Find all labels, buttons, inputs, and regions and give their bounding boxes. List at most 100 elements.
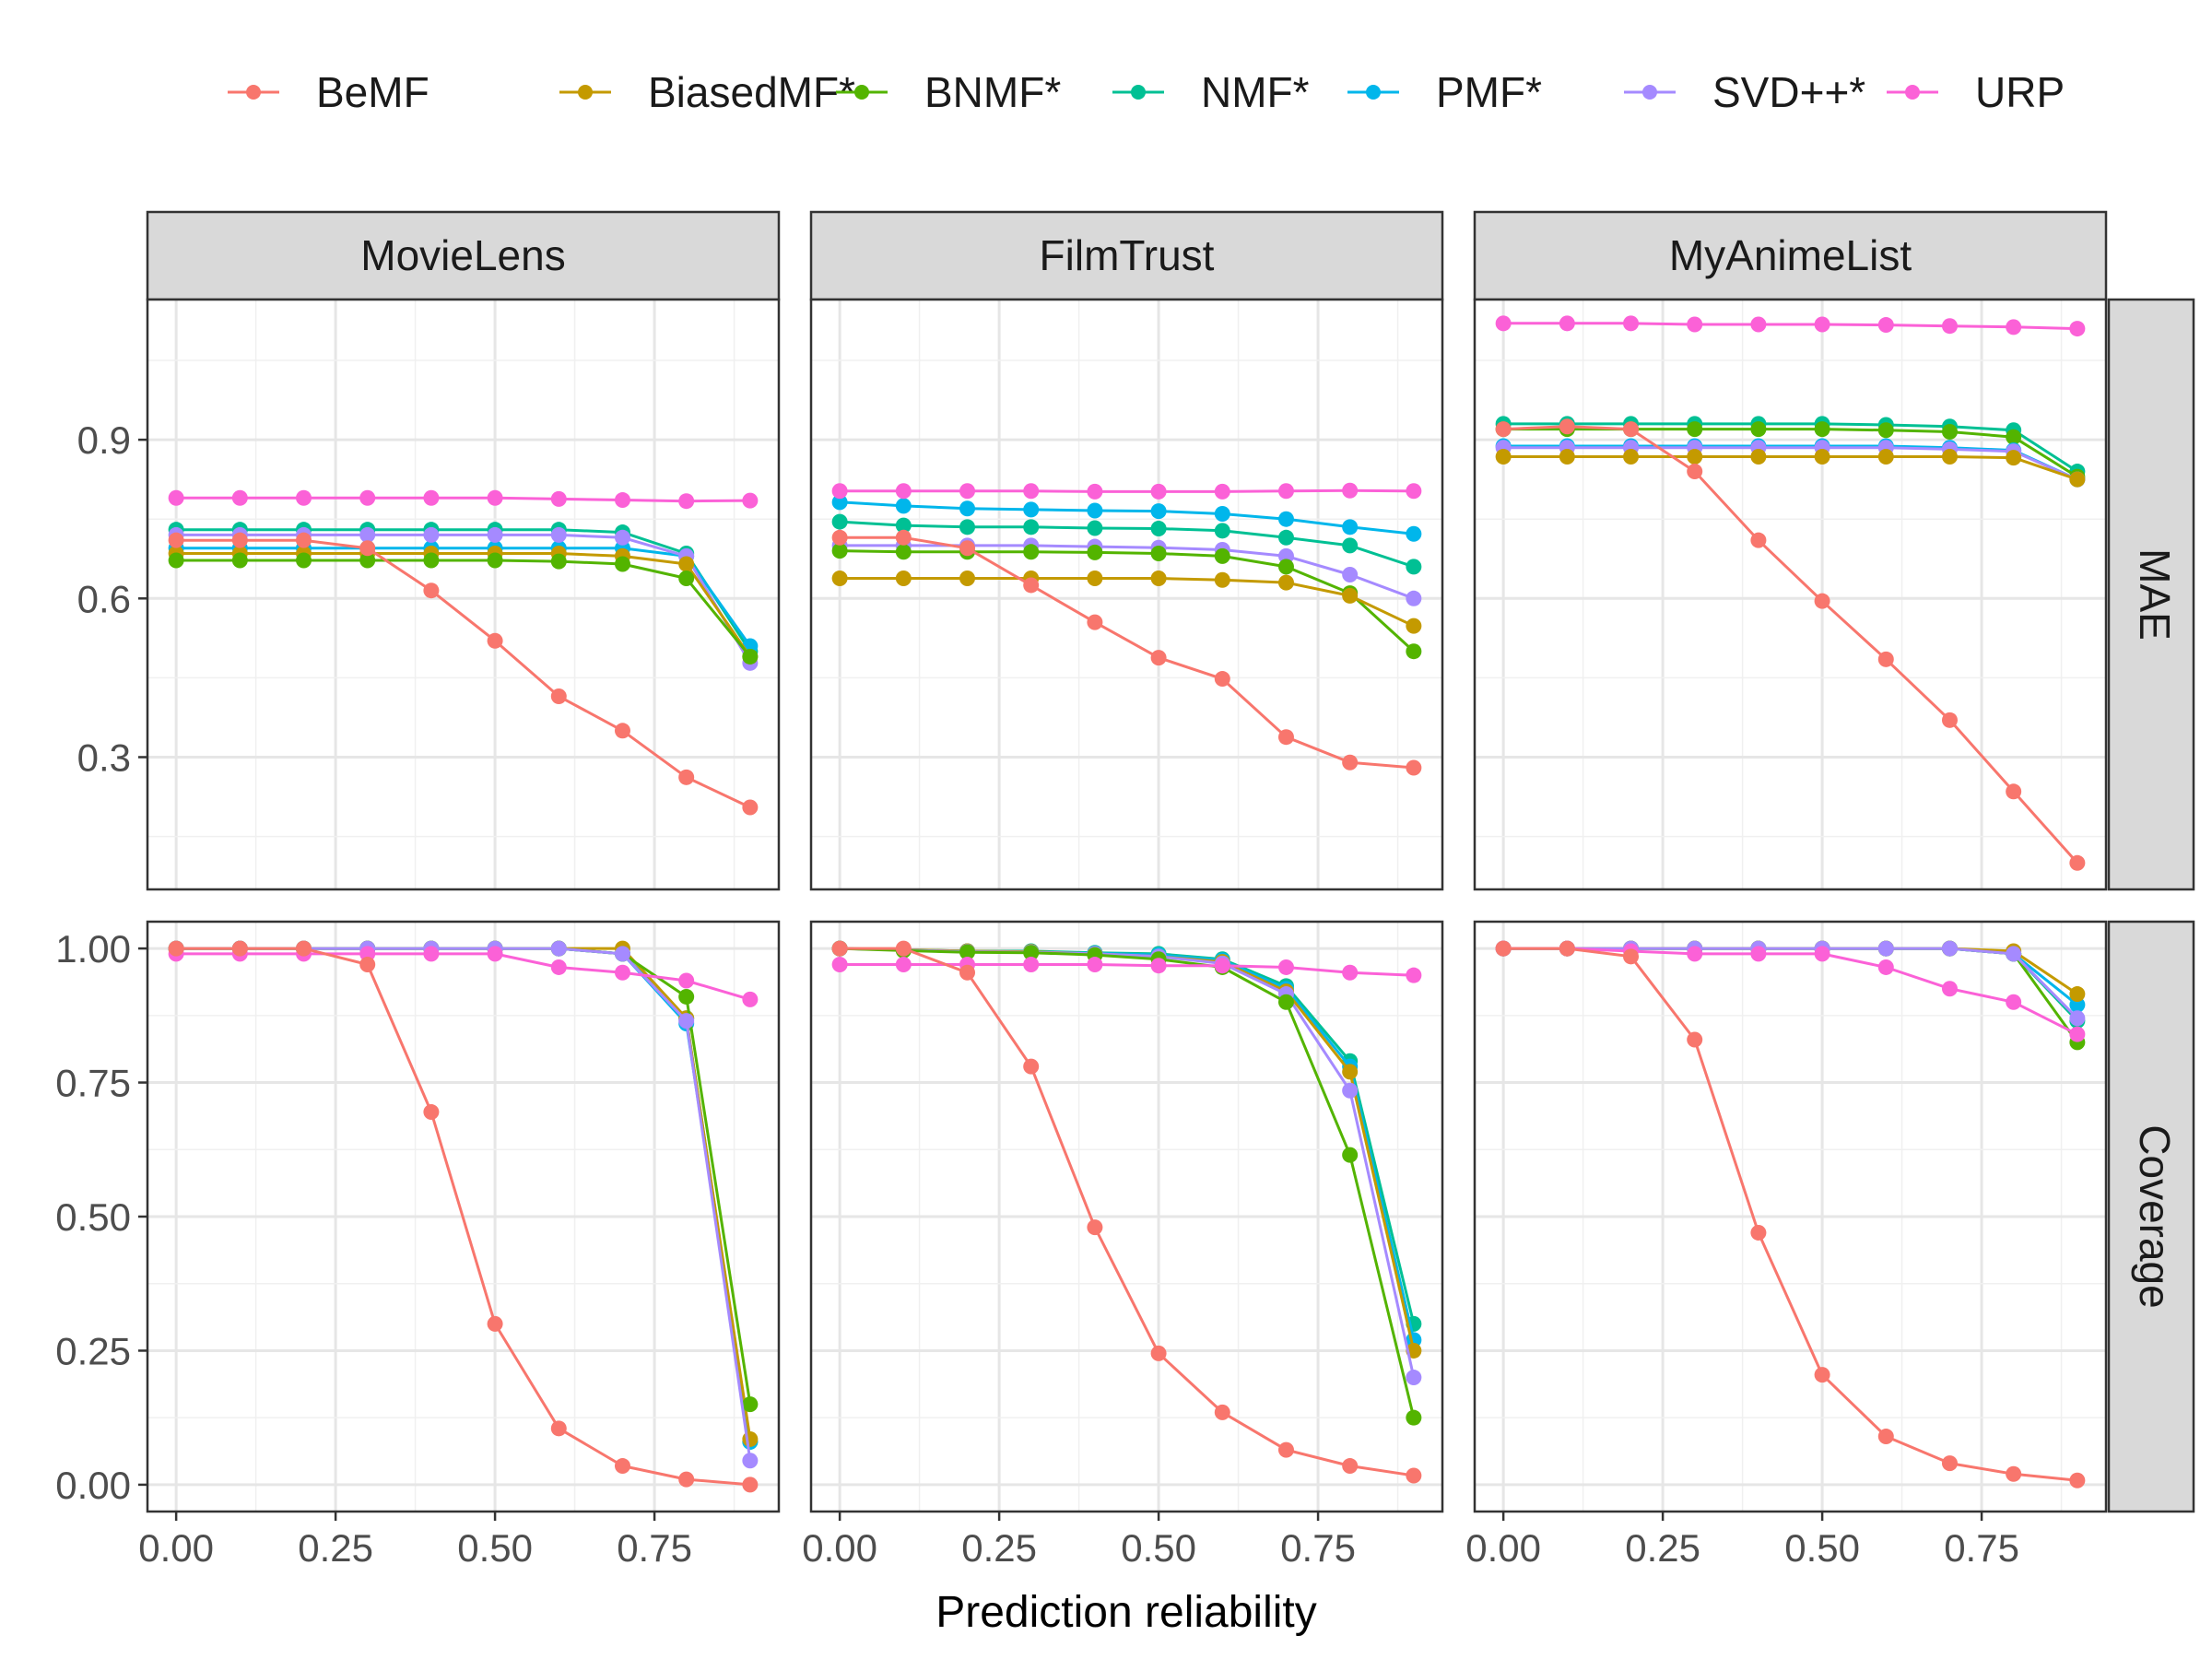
y-tick-label: 1.00 — [55, 927, 131, 971]
y-axis-mae: 0.3 0.6 0.9 — [77, 418, 147, 780]
series-line — [1503, 422, 2078, 473]
legend-label: URP — [1975, 68, 2065, 116]
panel-border — [146, 298, 781, 891]
series-pmf — [831, 494, 1422, 542]
data-point — [678, 1013, 695, 1030]
data-point — [1214, 1404, 1230, 1420]
data-point — [895, 544, 912, 560]
data-point — [1750, 532, 1767, 548]
legend-item-pmf: PMF* — [1347, 68, 1542, 116]
data-point — [1877, 422, 1894, 439]
data-point — [1877, 448, 1894, 465]
data-point — [2069, 1010, 2086, 1027]
data-point — [550, 940, 567, 957]
data-point — [1277, 574, 1294, 591]
strip-label: MAE — [2131, 548, 2179, 641]
data-point — [1023, 1058, 1040, 1075]
data-point — [614, 723, 630, 739]
panel-background — [1475, 300, 2106, 889]
data-point — [2069, 986, 2086, 1003]
legend-label: BiasedMF* — [648, 68, 855, 116]
series-line — [176, 533, 752, 665]
data-point — [1214, 671, 1230, 688]
y-axis-coverage: 0.00 0.25 0.50 0.75 1.00 — [55, 927, 147, 1507]
data-point — [1406, 618, 1422, 634]
data-point — [959, 483, 976, 500]
data-point — [1023, 483, 1040, 500]
data-point — [1150, 483, 1167, 500]
data-point — [831, 529, 848, 546]
series-line — [840, 963, 1414, 977]
data-point — [1941, 423, 1958, 440]
data-point — [1750, 448, 1767, 465]
series-line — [1503, 322, 2077, 331]
data-point — [1495, 421, 1512, 438]
data-point — [1687, 1031, 1703, 1048]
data-point — [1495, 315, 1512, 332]
data-point — [231, 532, 248, 548]
series-line — [840, 947, 1415, 1477]
panel-border — [1473, 298, 2108, 891]
data-point — [1406, 1409, 1422, 1426]
strip-mae: MAE — [2107, 298, 2195, 891]
data-point — [2006, 319, 2022, 335]
data-point — [423, 489, 440, 506]
panel-myanimelist-mae — [1473, 298, 2108, 891]
data-point — [423, 582, 440, 599]
data-point — [1687, 946, 1703, 962]
data-point — [1087, 483, 1103, 500]
data-point — [831, 543, 848, 559]
data-point — [895, 498, 912, 514]
data-point — [550, 553, 567, 570]
legend-key-point — [578, 85, 593, 100]
data-point — [895, 517, 912, 534]
data-point — [1277, 559, 1294, 575]
data-point — [359, 946, 376, 962]
strip-label: FilmTrust — [1040, 231, 1215, 279]
data-point — [959, 540, 976, 557]
series-bemf — [1495, 418, 2086, 871]
data-point — [550, 688, 567, 704]
series-biasedmf — [1495, 448, 2086, 488]
data-point — [678, 570, 695, 586]
data-point — [2069, 471, 2086, 488]
data-point — [895, 483, 912, 500]
data-point — [1623, 948, 1640, 965]
data-point — [1406, 483, 1422, 500]
legend-key-point — [246, 85, 261, 100]
series-bemf — [168, 532, 759, 816]
data-point — [1941, 318, 1958, 335]
legend-label: PMF* — [1436, 68, 1542, 116]
y-tick-label: 0.50 — [55, 1195, 131, 1239]
data-point — [359, 540, 376, 557]
data-point — [1277, 483, 1294, 500]
series-line — [840, 535, 1415, 770]
data-point — [1941, 940, 1958, 957]
strip-background — [809, 210, 1444, 301]
strip-background — [1473, 210, 2108, 301]
data-point — [1342, 1147, 1359, 1163]
data-point — [1342, 566, 1359, 582]
data-point — [959, 570, 976, 586]
y-axes: 0.3 0.6 0.9 0.00 0.25 0.50 0.75 1.00 — [55, 418, 147, 1507]
y-tick-label: 0.9 — [77, 418, 131, 462]
x-axis-filmtrust: 0.00 0.25 0.50 0.75 — [802, 1512, 1356, 1570]
data-point — [1941, 1455, 1958, 1472]
data-point — [614, 529, 630, 546]
legend-item-urp: URP — [1887, 68, 2065, 116]
data-point — [1623, 448, 1640, 465]
data-point — [2006, 946, 2022, 962]
series-line — [176, 538, 751, 809]
data-point — [959, 944, 976, 960]
data-point — [831, 483, 848, 500]
data-point — [359, 526, 376, 543]
data-point — [1559, 448, 1575, 465]
series-urp — [1495, 315, 2086, 337]
x-tick-label: 0.00 — [1465, 1526, 1541, 1570]
y-tick-label: 0.00 — [55, 1464, 131, 1507]
data-point — [1023, 577, 1040, 594]
panel-border — [809, 298, 1444, 891]
data-point — [614, 946, 630, 962]
data-point — [1023, 957, 1040, 973]
